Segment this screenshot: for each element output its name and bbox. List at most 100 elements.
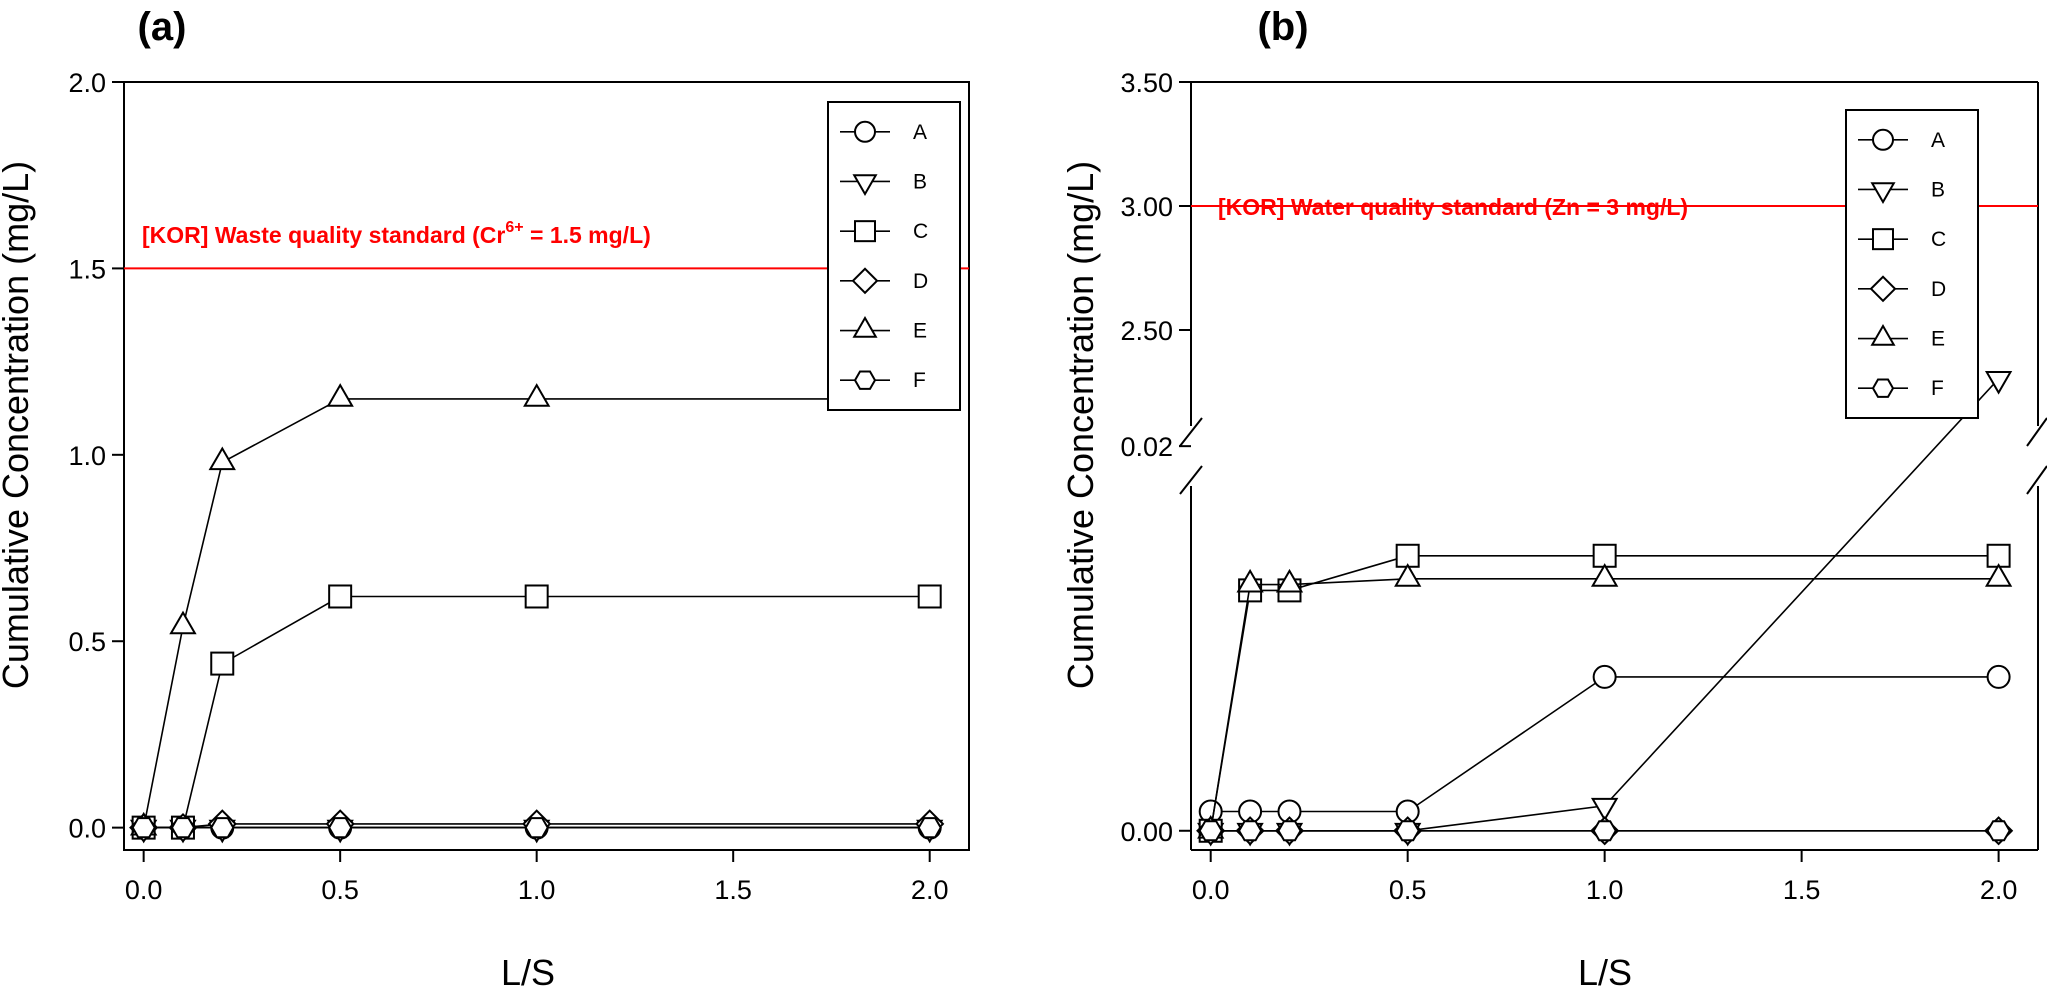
panel-b-legend-item-B: B <box>1858 178 1945 205</box>
panel-b-y-tick-label: 3.00 <box>1120 192 1173 222</box>
panel-b-x-tick-label: 1.0 <box>1586 875 1624 905</box>
panel-b-x-tick-label: 2.0 <box>1980 875 2018 905</box>
panel-a-legend-item-C: C <box>840 220 928 243</box>
panel-b-legend-item-E: E <box>1858 323 1945 351</box>
panel-a-point-E <box>169 610 197 635</box>
panel-a-legend-item-F: F <box>840 369 926 392</box>
panel-a-point-C <box>328 584 353 609</box>
panel-b-legend-label: F <box>1931 377 1944 400</box>
panel-b-series-C <box>1198 543 2011 843</box>
panel-b-point-B <box>1984 371 2013 395</box>
panel-b-point-F <box>1198 820 1223 842</box>
panel-a-legend-label: C <box>913 220 928 243</box>
panel-a-legend-marker-circle <box>854 120 876 143</box>
panel-a-legend-marker-triangle-up <box>852 315 878 338</box>
panel-b-legend-label: D <box>1931 278 1946 301</box>
panel-a-point-C <box>210 651 235 676</box>
panel-b-legend-item-F: F <box>1858 377 1944 400</box>
panel-a-series-F <box>131 817 942 839</box>
panel-b-plot-frame <box>1190 81 2039 851</box>
panel-b-axis-break-marks <box>1179 417 2047 495</box>
panel-a-series-line-C <box>143 595 930 829</box>
panel-a-point-E <box>208 446 236 471</box>
panel-a-point-C <box>917 584 942 609</box>
panel-b-y-tick-label: 0.02 <box>1120 432 1173 462</box>
panel-b-point-E <box>1590 563 1619 587</box>
panel-a-legend-item-A: A <box>840 120 927 144</box>
panel-b-point-A <box>1986 664 2011 689</box>
panel-a-legend-marker-hexagon <box>853 370 877 390</box>
panel-b-point-F <box>1395 820 1420 842</box>
panel-a-plot-frame <box>123 81 970 851</box>
panel-a-legend: A B C D E F <box>827 101 961 411</box>
panel-b-x-ticks: 0.0 0.5 1.0 1.5 2.0 <box>1192 850 2017 905</box>
panel-b-y-tick-label: 0.00 <box>1120 817 1173 847</box>
panel-b-series-F <box>1198 820 2011 842</box>
panel-a-legend-label: D <box>913 270 928 293</box>
panel-a-point-F <box>328 817 353 839</box>
panel-a-legend-marker-square <box>854 220 876 243</box>
panel-b-point-F <box>1986 820 2011 842</box>
panel-a-series-E <box>129 383 944 836</box>
panel-a-point-F <box>210 817 235 839</box>
panel-a-point-E <box>523 383 551 407</box>
panel-b-point-E <box>1236 568 1264 593</box>
panel-b-legend-marker-triangle-up <box>1870 323 1896 346</box>
panel-a-legend-label: A <box>913 121 927 144</box>
panel-a-y-axis-title: Cumulative Concentration (mg/L) <box>0 161 36 689</box>
panel-a-label: (a) <box>138 5 187 49</box>
panel-a-series-C <box>131 584 942 840</box>
panel-b-point-E <box>1394 563 1422 587</box>
panel-b-x-tick-label: 0.5 <box>1389 875 1427 905</box>
panel-b-legend-item-D: D <box>1858 275 1946 303</box>
panel-b-legend-marker-triangle-down <box>1870 182 1896 205</box>
panel-b-point-B <box>1590 797 1619 822</box>
panel-b-legend: A B C D E F <box>1845 109 1979 419</box>
panel-a-x-tick-label: 0.5 <box>321 875 359 905</box>
panel-b-series-line-E <box>1209 577 1999 831</box>
panel-b-series-line-B <box>1210 378 2000 832</box>
panel-b-point-F <box>1237 820 1263 842</box>
panel-a-y-tick-label: 1.0 <box>68 441 106 471</box>
panel-a-y-tick-label: 1.5 <box>68 254 106 284</box>
panel-b-legend-label: A <box>1931 129 1945 152</box>
panel-a-point-F <box>170 817 196 839</box>
panel-b-series-line-C <box>1209 554 1999 831</box>
panel-a-legend-box <box>827 101 961 411</box>
panel-b-x-tick-label: 0.0 <box>1192 875 1230 905</box>
panel-b-point-F <box>1277 820 1302 842</box>
panel-a-point-C <box>524 584 549 609</box>
panel-b-legend-item-A: A <box>1858 128 1945 152</box>
panel-b-y-ticks: 2.50 3.00 3.50 0.00 0.02 <box>1120 68 1191 847</box>
panel-b-point-E <box>1984 563 2013 587</box>
panel-a-point-F <box>917 817 942 839</box>
panel-a-standard-label-main: [KOR] Waste quality standard (Cr <box>142 222 505 248</box>
panel-a-point-E <box>326 383 354 407</box>
panel-a-legend-marker-diamond <box>851 267 879 295</box>
chart-panel-a: (a) Cumulative Concentration (mg/L) L/S … <box>0 5 970 993</box>
panel-b-legend-item-C: C <box>1858 228 1946 251</box>
panel-a-y-tick-label: 2.0 <box>68 68 106 98</box>
panel-b-series-B <box>1197 371 2013 847</box>
panel-b-legend-label: B <box>1931 178 1945 201</box>
panel-a-x-tick-label: 1.0 <box>518 875 556 905</box>
panel-b-y-tick-label: 2.50 <box>1120 316 1173 346</box>
panel-a-y-ticks: 0.0 0.5 1.0 1.5 2.0 <box>68 68 124 844</box>
panel-b-y-axis-title: Cumulative Concentration (mg/L) <box>1060 161 1101 689</box>
panel-a-x-tick-label: 2.0 <box>911 875 949 905</box>
panel-a-legend-marker-triangle-down <box>852 174 878 197</box>
panel-b-legend-box <box>1845 109 1979 419</box>
panel-a-y-tick-label: 0.5 <box>68 627 106 657</box>
panel-b-standard-label: [KOR] Water quality standard (Zn = 3 mg/… <box>1218 194 1688 220</box>
chart-panel-b: (b) Cumulative Concentration (mg/L) L/S … <box>1060 5 2047 993</box>
panel-b-x-tick-label: 1.5 <box>1783 875 1821 905</box>
panel-b-legend-marker-diamond <box>1869 275 1897 303</box>
panel-b-point-A <box>1592 664 1617 689</box>
panel-b-series-E <box>1197 563 2013 839</box>
panel-b-label: (b) <box>1257 5 1308 49</box>
panel-b-legend-marker-hexagon <box>1871 378 1895 398</box>
panel-a-standard-label-superscript: 6+ <box>505 219 523 236</box>
panel-a-y-tick-label: 0.0 <box>68 814 106 844</box>
panel-a-point-F <box>524 817 549 839</box>
